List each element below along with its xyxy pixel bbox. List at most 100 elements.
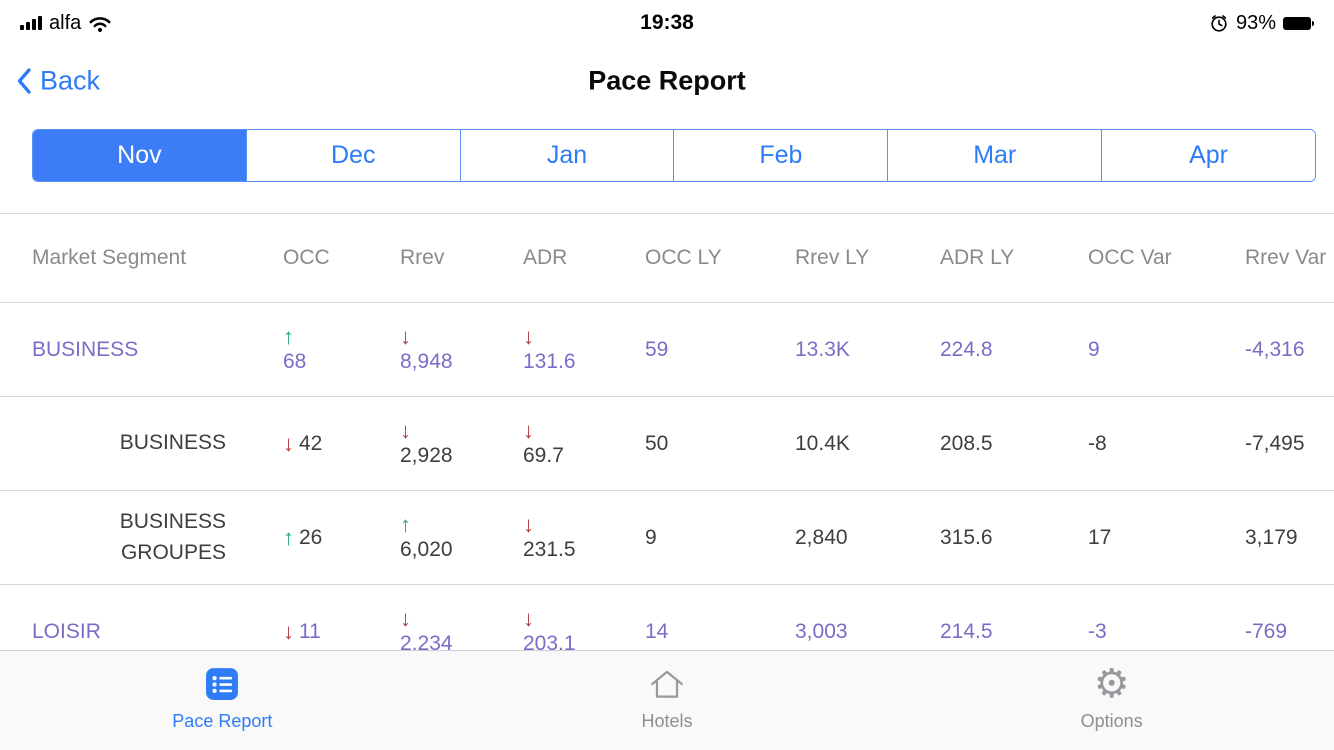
down-arrow-icon: ↓ bbox=[400, 417, 411, 443]
cell-value: 2,928 bbox=[400, 443, 453, 467]
month-tab-jan[interactable]: Jan bbox=[460, 130, 675, 181]
table-row[interactable]: BUSINESS ↓ 42 ↓ 2,928 ↓ 69.7 50 10.4K 208.5 -8 -7,4… bbox=[0, 397, 1334, 491]
down-arrow-icon: ↓ bbox=[523, 605, 534, 631]
table-row[interactable]: BUSINESS GROUPES ↑ 26 ↑ 6,020 ↓ 231.5 9 2,840 315… bbox=[0, 491, 1334, 585]
cell-value: 68 bbox=[283, 349, 307, 373]
value-cell: 214.5 bbox=[940, 585, 1088, 678]
cell-value: 17 bbox=[1088, 525, 1112, 549]
tab-bar: Pace Report Hotels ⚙ Options bbox=[0, 650, 1334, 750]
cell-value: 315.6 bbox=[940, 525, 993, 549]
column-header-rrev-ly: Rrev LY bbox=[795, 246, 870, 269]
tab-hotels[interactable]: Hotels bbox=[445, 651, 890, 750]
chevron-left-icon bbox=[17, 68, 31, 94]
cell-value: 14 bbox=[645, 619, 669, 643]
value-cell: 208.5 bbox=[940, 397, 1088, 490]
cell-value: 208.5 bbox=[940, 431, 993, 455]
tab-options[interactable]: ⚙ Options bbox=[889, 651, 1334, 750]
table-header-row: Market Segment OCC Rrev ADR OCC LY Rrev LY ADR… bbox=[0, 213, 1334, 303]
value-cell: 9 bbox=[1088, 303, 1245, 396]
table-row[interactable]: LOISIR ↓ 11 ↓ 2,234 ↓ 203.1 14 3,003 214.5 -3 -769 bbox=[0, 585, 1334, 679]
cell-value: 203.1 bbox=[523, 631, 576, 655]
value-cell: 3,179 bbox=[1245, 491, 1334, 584]
tab-label-options: Options bbox=[1080, 711, 1143, 731]
up-arrow-icon: ↑ bbox=[283, 524, 294, 550]
value-cell: ↑ 26 bbox=[283, 491, 400, 584]
value-cell: 59 bbox=[645, 303, 795, 396]
value-cell: 3,003 bbox=[795, 585, 940, 678]
list-icon bbox=[206, 668, 239, 700]
table-row[interactable]: BUSINESS ↑ 68 ↓ 8,948 ↓ 131.6 59 13.3K 224.8 9 -4,3… bbox=[0, 303, 1334, 397]
cell-value: 9 bbox=[645, 525, 657, 549]
tab-pace-report[interactable]: Pace Report bbox=[0, 651, 445, 750]
value-cell: ↓ 8,948 bbox=[400, 303, 523, 396]
cell-value: 3,179 bbox=[1245, 525, 1298, 549]
month-tab-feb[interactable]: Feb bbox=[674, 130, 889, 181]
down-arrow-icon: ↓ bbox=[283, 618, 294, 644]
segment-label: LOISIR bbox=[32, 619, 101, 643]
cell-value: 3,003 bbox=[795, 619, 848, 643]
value-cell: -8 bbox=[1088, 397, 1245, 490]
up-arrow-icon: ↑ bbox=[283, 323, 294, 349]
cell-value: 231.5 bbox=[523, 537, 576, 561]
value-cell: 50 bbox=[645, 397, 795, 490]
cell-value: 69.7 bbox=[523, 443, 564, 467]
value-cell: ↓ 2,928 bbox=[400, 397, 523, 490]
cellular-signal-icon bbox=[20, 16, 42, 30]
value-cell: ↓ 69.7 bbox=[523, 397, 645, 490]
down-arrow-icon: ↓ bbox=[283, 430, 294, 456]
column-header-occ: OCC bbox=[283, 246, 330, 269]
status-bar: alfa 19:38 93% bbox=[0, 0, 1334, 42]
value-cell: -7,495 bbox=[1245, 397, 1334, 490]
month-tab-dec[interactable]: Dec bbox=[246, 130, 461, 181]
cell-value: 6,020 bbox=[400, 537, 453, 561]
month-tab-mar[interactable]: Mar bbox=[888, 130, 1103, 181]
value-cell: -769 bbox=[1245, 585, 1334, 678]
cell-value: -7,495 bbox=[1245, 431, 1305, 455]
value-cell: 14 bbox=[645, 585, 795, 678]
column-header-occ-ly: OCC LY bbox=[645, 246, 722, 269]
column-header-market-segment: Market Segment bbox=[32, 246, 187, 269]
battery-icon bbox=[1283, 16, 1314, 30]
value-cell: 224.8 bbox=[940, 303, 1088, 396]
wifi-icon bbox=[89, 16, 111, 32]
down-arrow-icon: ↓ bbox=[400, 605, 411, 631]
value-cell: 10.4K bbox=[795, 397, 940, 490]
value-cell: ↑ 6,020 bbox=[400, 491, 523, 584]
value-cell: -4,316 bbox=[1245, 303, 1334, 396]
month-segmented-control: Nov Dec Jan Feb Mar Apr bbox=[32, 129, 1316, 182]
cell-value: 2,234 bbox=[400, 631, 453, 655]
down-arrow-icon: ↓ bbox=[400, 323, 411, 349]
cell-value: 8,948 bbox=[400, 349, 453, 373]
column-header-rrev: Rrev bbox=[400, 246, 445, 269]
value-cell: 315.6 bbox=[940, 491, 1088, 584]
status-time: 19:38 bbox=[640, 11, 694, 34]
value-cell: ↓ 11 bbox=[283, 585, 400, 678]
pace-report-table: Market Segment OCC Rrev ADR OCC LY Rrev LY ADR… bbox=[0, 213, 1334, 679]
tab-label-pace-report: Pace Report bbox=[172, 711, 273, 731]
column-header-adr-ly: ADR LY bbox=[940, 246, 1015, 269]
down-arrow-icon: ↓ bbox=[523, 323, 534, 349]
down-arrow-icon: ↓ bbox=[523, 417, 534, 443]
alarm-icon bbox=[1211, 15, 1227, 32]
page-title: Pace Report bbox=[588, 65, 746, 96]
cell-value: -8 bbox=[1088, 431, 1107, 455]
cell-value: 11 bbox=[299, 619, 321, 643]
value-cell: ↓ 203.1 bbox=[523, 585, 645, 678]
value-cell: 17 bbox=[1088, 491, 1245, 584]
column-header-occ-var: OCC Var bbox=[1088, 246, 1172, 269]
month-tab-nov[interactable]: Nov bbox=[33, 130, 247, 181]
segment-label: BUSINESS bbox=[119, 431, 226, 455]
table-body: BUSINESS ↑ 68 ↓ 8,948 ↓ 131.6 59 13.3K 224.8 9 -4,3… bbox=[0, 303, 1334, 679]
month-tab-apr[interactable]: Apr bbox=[1102, 130, 1315, 181]
value-cell: -3 bbox=[1088, 585, 1245, 678]
cell-value: 50 bbox=[645, 431, 669, 455]
segment-label: BUSINESS GROUPES bbox=[119, 510, 226, 564]
back-label: Back bbox=[40, 65, 101, 96]
back-button[interactable]: Back bbox=[16, 66, 100, 97]
column-header-rrev-var: Rrev Var bbox=[1245, 246, 1327, 269]
value-cell: ↓ 42 bbox=[283, 397, 400, 490]
value-cell: ↓ 231.5 bbox=[523, 491, 645, 584]
battery-percent-label: 93% bbox=[1235, 11, 1276, 34]
down-arrow-icon: ↓ bbox=[523, 511, 534, 537]
gear-icon: ⚙ bbox=[1093, 662, 1130, 706]
